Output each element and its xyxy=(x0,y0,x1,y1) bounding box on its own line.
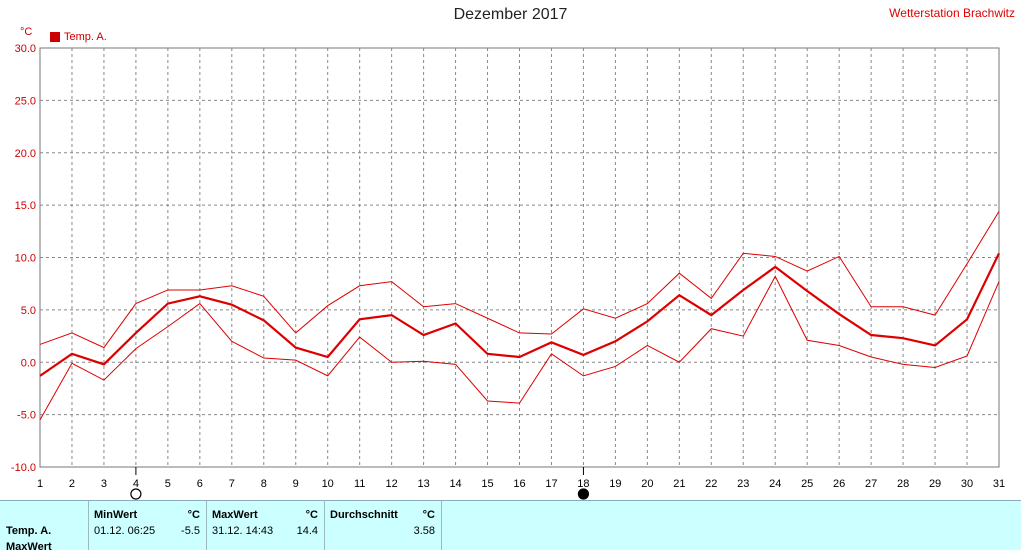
x-tick-label: 31 xyxy=(993,478,1005,490)
y-tick-label: -10.0 xyxy=(11,462,36,474)
chart-legend: Temp. A. xyxy=(50,31,107,43)
y-tick-label: 15.0 xyxy=(15,200,36,212)
x-tick-label: 19 xyxy=(609,478,621,490)
x-tick-label: 21 xyxy=(673,478,685,490)
stats-min-cell: MinWert °C 01.12. 06:25 -5.5 xyxy=(88,501,207,550)
max-value: 14.4 xyxy=(296,525,318,537)
chart-title: Dezember 2017 xyxy=(453,6,568,23)
series-line-mean xyxy=(39,252,1000,377)
x-tick-label: 8 xyxy=(261,478,267,490)
min-value: -5.5 xyxy=(181,525,200,537)
x-tick-label: 7 xyxy=(229,478,235,490)
x-tick-label: 1 xyxy=(37,478,43,490)
avg-unit: °C xyxy=(422,509,435,521)
x-tick-label: 29 xyxy=(929,478,941,490)
x-tick-label: 14 xyxy=(449,478,461,490)
x-tick-label: 26 xyxy=(833,478,845,490)
full-moon-icon xyxy=(130,488,142,500)
y-tick-label: 5.0 xyxy=(21,305,36,317)
line-chart: 30.025.020.015.010.05.00.0-5.0-10.01 2 3 4 5… xyxy=(11,43,1005,500)
x-tick-label: 16 xyxy=(513,478,525,490)
x-tick-label: 3 xyxy=(101,478,107,490)
x-tick-label: 23 xyxy=(737,478,749,490)
x-tick-label: 25 xyxy=(801,478,813,490)
y-tick-label: 25.0 xyxy=(15,95,36,107)
y-tick-label: -5.0 xyxy=(17,410,36,422)
x-tick-label: 13 xyxy=(417,478,429,490)
x-tick-label: 17 xyxy=(545,478,557,490)
x-tick-label: 5 xyxy=(165,478,171,490)
legend-swatch xyxy=(50,32,60,42)
y-tick-label: 20.0 xyxy=(15,148,36,160)
x-tick-label: 24 xyxy=(769,478,781,490)
x-tick-label: 10 xyxy=(322,478,334,490)
series-line-max xyxy=(39,211,1000,349)
x-tick-label: 22 xyxy=(705,478,717,490)
x-tick-label: 28 xyxy=(897,478,909,490)
station-name: Wetterstation Brachwitz xyxy=(889,6,1015,20)
x-tick-label: 27 xyxy=(865,478,877,490)
y-tick-label: 10.0 xyxy=(15,253,36,265)
x-tick-label: 2 xyxy=(69,478,75,490)
min-when: 01.12. 06:25 xyxy=(94,525,156,537)
new-moon-icon xyxy=(577,488,590,500)
max-header: MaxWert xyxy=(212,509,258,521)
series-line-min xyxy=(39,275,1000,421)
avg-value: 3.58 xyxy=(413,525,435,537)
stats-row-label-2: MaxWert xyxy=(6,541,52,553)
avg-header: Durchschnitt xyxy=(330,509,398,521)
x-tick-label: 30 xyxy=(961,478,973,490)
max-unit: °C xyxy=(305,509,318,521)
min-unit: °C xyxy=(187,509,200,521)
x-tick-label: 18 xyxy=(577,478,589,490)
stats-label-cell: Temp. A. MaxWert xyxy=(0,501,89,553)
max-when: 31.12. 14:43 xyxy=(212,525,274,537)
stats-table: Temp. A. MaxWert MinWert °C 01.12. 06:25… xyxy=(0,500,1021,553)
stats-row-label: Temp. A. xyxy=(6,525,52,537)
x-tick-label: 9 xyxy=(293,478,299,490)
x-tick-label: 4 xyxy=(133,478,139,490)
x-tick-label: 20 xyxy=(641,478,653,490)
x-tick-label: 12 xyxy=(386,478,398,490)
stats-avg-cell: Durchschnitt °C 3.58 xyxy=(324,501,442,550)
min-header: MinWert xyxy=(94,509,138,521)
y-tick-label: 30.0 xyxy=(15,43,36,55)
stats-max-cell: MaxWert °C 31.12. 14:43 14.4 xyxy=(206,501,325,550)
y-axis-unit: °C xyxy=(20,26,33,38)
x-tick-label: 11 xyxy=(354,478,365,490)
y-tick-label: 0.0 xyxy=(21,357,36,369)
legend-label: Temp. A. xyxy=(64,31,107,43)
x-tick-label: 6 xyxy=(197,478,203,490)
x-tick-label: 15 xyxy=(481,478,493,490)
